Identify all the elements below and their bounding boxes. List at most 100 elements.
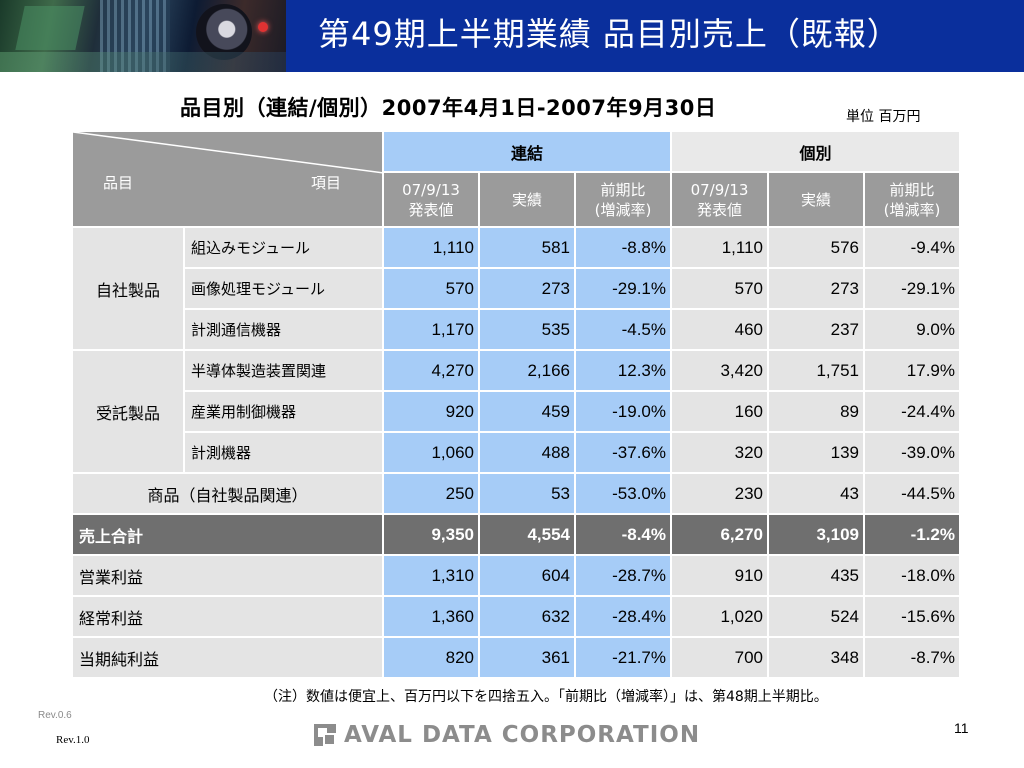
value-cell: 1,170 bbox=[382, 308, 480, 351]
page-number: 11 bbox=[954, 720, 969, 736]
row-label: 商品（自社製品関連） bbox=[71, 472, 384, 515]
table-row: 商品（自社製品関連） 250 53 -53.0% 230 43 -44.5% bbox=[71, 472, 961, 515]
group-label: 受託製品 bbox=[71, 349, 185, 474]
total-row: 売上合計 9,350 4,554 -8.4% 6,270 3,109 -1.2% bbox=[71, 513, 961, 556]
value-cell: 1,060 bbox=[382, 431, 480, 474]
value-cell: 3,109 bbox=[767, 513, 865, 556]
column-header: 前期比 (増減率) bbox=[574, 171, 672, 228]
value-cell: 53 bbox=[478, 472, 576, 515]
value-cell: 273 bbox=[767, 267, 865, 310]
value-cell: 604 bbox=[478, 554, 576, 597]
row-label: 画像処理モジュール bbox=[183, 267, 384, 310]
item-header-right: 項目 bbox=[311, 174, 342, 192]
value-cell: 1,751 bbox=[767, 349, 865, 392]
value-cell: 576 bbox=[767, 226, 865, 269]
table-row: 当期純利益 820 361 -21.7% 700 348 -8.7% bbox=[71, 636, 961, 679]
value-cell: 535 bbox=[478, 308, 576, 351]
logo-mark-icon bbox=[314, 724, 336, 746]
row-label: 組込みモジュール bbox=[183, 226, 384, 269]
value-cell: 139 bbox=[767, 431, 865, 474]
column-header-line: 前期比 bbox=[889, 180, 935, 199]
table-row: 産業用制御機器 920 459 -19.0% 160 89 -24.4% bbox=[72, 390, 961, 433]
value-cell: 348 bbox=[767, 636, 865, 679]
value-cell: 700 bbox=[670, 636, 769, 679]
column-header-line: (増減率) bbox=[883, 200, 941, 219]
column-header-line: 実績 bbox=[511, 190, 542, 209]
value-cell: 2,166 bbox=[478, 349, 576, 392]
value-cell: -8.8% bbox=[574, 226, 672, 269]
logo-text: AVAL DATA CORPORATION bbox=[344, 722, 701, 748]
value-cell: 1,020 bbox=[670, 595, 769, 638]
table-row: 受託製品 半導体製造装置関連 4,270 2,166 12.3% 3,420 1,751 17… bbox=[71, 349, 961, 474]
value-cell: 273 bbox=[478, 267, 576, 310]
value-cell: 43 bbox=[767, 472, 865, 515]
column-header-line: 前期比 bbox=[600, 180, 646, 199]
value-cell: -29.1% bbox=[863, 267, 961, 310]
column-header-line: 実績 bbox=[800, 190, 831, 209]
value-cell: -53.0% bbox=[574, 472, 672, 515]
row-label: 経常利益 bbox=[71, 595, 384, 638]
value-cell: -9.4% bbox=[863, 226, 961, 269]
value-cell: 9,350 bbox=[382, 513, 480, 556]
value-cell: -1.2% bbox=[863, 513, 961, 556]
value-cell: 460 bbox=[670, 308, 769, 351]
column-header-line: 07/9/13 bbox=[402, 180, 460, 199]
value-cell: 524 bbox=[767, 595, 865, 638]
value-cell: -29.1% bbox=[574, 267, 672, 310]
value-cell: 910 bbox=[670, 554, 769, 597]
column-header-line: 07/9/13 bbox=[690, 180, 749, 199]
row-label: 計測機器 bbox=[183, 431, 384, 474]
item-header-cell: 品目 項目 bbox=[71, 130, 384, 228]
value-cell: 570 bbox=[382, 267, 480, 310]
value-cell: 250 bbox=[382, 472, 480, 515]
value-cell: -15.6% bbox=[863, 595, 961, 638]
footnote: （注）数値は便宜上、百万円以下を四捨五入。「前期比（増減率）」は、第48期上半期… bbox=[264, 689, 828, 705]
value-cell: 435 bbox=[767, 554, 865, 597]
value-cell: -4.5% bbox=[574, 308, 672, 351]
table-row: 経常利益 1,360 632 -28.4% 1,020 524 -15.6% bbox=[71, 595, 961, 638]
value-cell: 12.3% bbox=[574, 349, 672, 392]
revision-label: Rev.0.6 bbox=[38, 710, 72, 721]
value-cell: -8.4% bbox=[574, 513, 672, 556]
item-header-left: 品目 bbox=[103, 174, 134, 192]
column-header-line: (増減率) bbox=[594, 200, 652, 219]
column-header: 07/9/13 発表値 bbox=[382, 171, 480, 228]
value-cell: -28.7% bbox=[574, 554, 672, 597]
value-cell: -39.0% bbox=[863, 431, 961, 474]
value-cell: 581 bbox=[478, 226, 576, 269]
company-logo: AVAL DATA CORPORATION bbox=[314, 721, 700, 749]
value-cell: 570 bbox=[670, 267, 769, 310]
table-row: 画像処理モジュール 570 273 -29.1% 570 273 -29.1% bbox=[72, 267, 961, 310]
value-cell: 320 bbox=[670, 431, 769, 474]
row-label: 計測通信機器 bbox=[183, 308, 384, 351]
slide-title: 第49期上半期業績 品目別売上（既報） bbox=[318, 15, 900, 53]
revision-label: Rev.1.0 bbox=[56, 734, 90, 746]
column-header: 実績 bbox=[478, 171, 576, 228]
unit-label: 単位 百万円 bbox=[846, 109, 921, 125]
row-label: 産業用制御機器 bbox=[183, 390, 384, 433]
column-header-line: 発表値 bbox=[696, 200, 742, 219]
value-cell: 459 bbox=[478, 390, 576, 433]
value-cell: -18.0% bbox=[863, 554, 961, 597]
table-subtitle: 品目別（連結/個別）2007年4月1日-2007年9月30日 bbox=[180, 96, 717, 120]
value-cell: 1,110 bbox=[670, 226, 769, 269]
value-cell: -44.5% bbox=[863, 472, 961, 515]
value-cell: -37.6% bbox=[574, 431, 672, 474]
value-cell: 237 bbox=[767, 308, 865, 351]
group-label: 自社製品 bbox=[71, 226, 185, 351]
slide-header: 第49期上半期業績 品目別売上（既報） bbox=[0, 0, 1024, 72]
value-cell: 488 bbox=[478, 431, 576, 474]
individual-header: 個別 bbox=[670, 130, 961, 173]
table-row: 自社製品 組込みモジュール 1,110 581 -8.8% 1,110 576 -9.4% bbox=[71, 226, 961, 351]
value-cell: 9.0% bbox=[863, 308, 961, 351]
row-label: 半導体製造装置関連 bbox=[183, 349, 384, 392]
value-cell: -28.4% bbox=[574, 595, 672, 638]
table-row: 計測機器 1,060 488 -37.6% 320 139 -39.0% bbox=[72, 431, 961, 474]
value-cell: 1,360 bbox=[382, 595, 480, 638]
row-label: 売上合計 bbox=[71, 513, 384, 556]
row-label: 営業利益 bbox=[71, 554, 384, 597]
value-cell: 4,554 bbox=[478, 513, 576, 556]
column-header: 実績 bbox=[767, 171, 865, 228]
value-cell: 1,310 bbox=[382, 554, 480, 597]
value-cell: 1,110 bbox=[382, 226, 480, 269]
